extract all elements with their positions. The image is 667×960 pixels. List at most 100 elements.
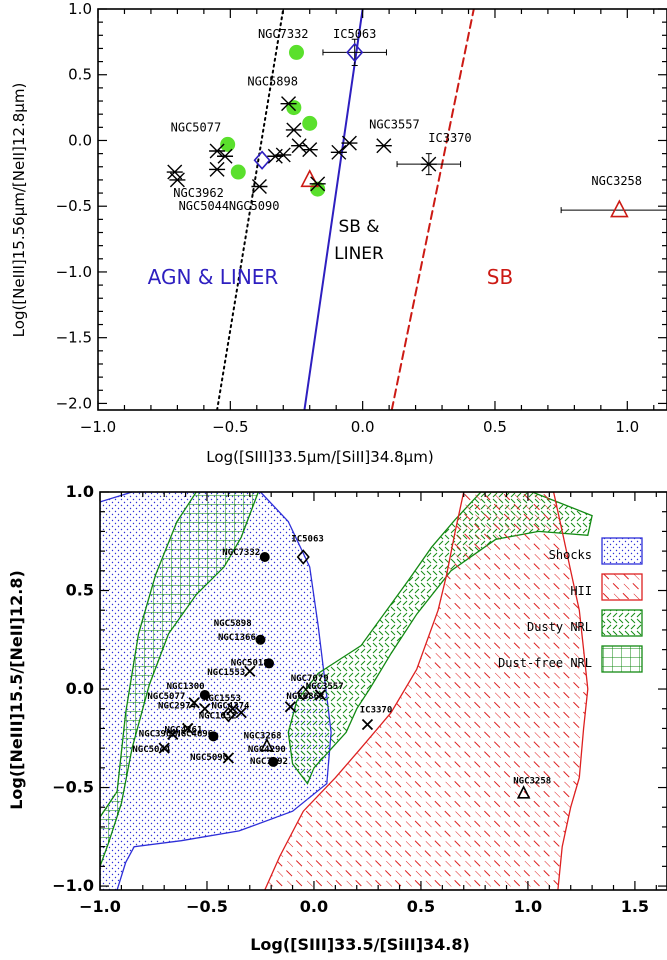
x-tick-label: −0.5 — [212, 418, 248, 436]
plot-frame — [99, 491, 667, 891]
top-region-labels: AGN & LINER SB & LINER SB — [148, 217, 514, 289]
y-tick-label: −1.0 — [52, 876, 94, 895]
x-tick-label: −1.0 — [79, 897, 121, 916]
region-label: LINER — [334, 244, 384, 264]
data-point-asterisk — [375, 138, 392, 154]
plot-frame — [97, 8, 667, 411]
point-label: NGC6868 — [286, 692, 324, 702]
point-label: IC3370 — [360, 706, 393, 716]
point-label: IC3370 — [428, 131, 471, 145]
point-label: NGC3557 — [306, 682, 344, 692]
point-label: NGC7332 — [258, 27, 309, 41]
data-point-asterisk — [291, 138, 308, 154]
data-point-cross — [182, 722, 194, 735]
top-x-axis-label: Log([SIII]33.5μm/[SiII]34.8μm) — [206, 448, 433, 466]
point-label: NGC5090 — [229, 199, 280, 213]
point-label: NGC7332 — [222, 548, 260, 558]
x-tick-label: 0.0 — [300, 897, 328, 916]
y-tick-label: 0.5 — [68, 66, 92, 84]
point-label: IC5063 — [333, 27, 376, 41]
boundary-line-dotted — [216, 9, 285, 410]
boundary-line-solid — [303, 9, 364, 410]
point-label: NGC1553 — [203, 694, 241, 704]
legend-swatch — [601, 573, 643, 601]
top-data-points — [166, 38, 667, 218]
region-label: AGN & LINER — [148, 265, 279, 289]
data-point-asterisk — [275, 147, 292, 163]
point-label: NGC5077 — [147, 692, 185, 702]
data-point-asterisk — [251, 178, 268, 194]
data-point-triangle — [300, 169, 320, 188]
data-point-diamond — [296, 549, 310, 565]
data-point-cross — [222, 752, 235, 764]
point-label: NGC1052 — [199, 712, 237, 722]
data-point-triangle — [610, 199, 629, 218]
data-point-circle — [259, 552, 270, 563]
y-tick-label: −1.0 — [56, 263, 92, 281]
data-point-circle — [268, 756, 279, 767]
y-tick-label: 0.0 — [66, 679, 94, 698]
point-label: NGC3258 — [513, 777, 551, 787]
y-tick-label: −0.5 — [52, 778, 94, 797]
point-label: NGC7192 — [250, 757, 288, 767]
legend-label: Dust-free NRL — [498, 656, 592, 670]
data-point-cross — [235, 707, 247, 719]
data-point-circle — [230, 164, 246, 180]
point-label: NGC5077 — [171, 120, 222, 134]
point-label: NGC5898 — [214, 619, 252, 629]
y-tick-label: −0.5 — [56, 197, 92, 215]
data-point-asterisk — [280, 96, 297, 112]
legend-swatch — [601, 537, 643, 565]
x-tick-label: 1.0 — [615, 418, 639, 436]
bottom-y-axis-label: Log([NeIII]15.5/[NeII]12.8) — [7, 570, 26, 810]
panel-bottom: NGC7332IC5063NGC5898NGC1366NGC5018NGC155… — [7, 482, 667, 954]
point-label: NGC1300 — [167, 682, 205, 692]
point-label: NGC4290 — [248, 745, 286, 755]
top-point-labels: NGC7332 IC5063 NGC5898 NGC3557 NGC5077 IC3370… — [171, 27, 642, 213]
legend-label: Shocks — [549, 548, 592, 562]
top-y-axis-label: Log([NeIII]15.56μm/[NeII]12.8μm) — [10, 83, 28, 338]
data-point-cross — [361, 718, 374, 731]
data-point-asterisk — [267, 148, 284, 164]
bottom-legend: Shocks HII Dusty NRL Dust-free NRL — [498, 537, 643, 673]
data-point-diamond — [346, 42, 364, 63]
data-point-cross — [199, 703, 211, 715]
data-point-cross — [167, 728, 179, 740]
y-tick-label: 1.0 — [66, 482, 94, 501]
point-label: NGC4696 — [175, 729, 213, 739]
data-point-triangle — [260, 737, 274, 752]
point-label: NGC4261 — [164, 725, 202, 735]
data-point-asterisk — [166, 164, 183, 180]
point-label: IC5063 — [291, 534, 324, 544]
data-point-circle — [220, 136, 236, 152]
bottom-x-axis-label: Log([SIII]33.5/[SiII]34.8) — [250, 935, 470, 954]
data-point-asterisk — [420, 156, 437, 172]
point-label: NGC1553 — [207, 668, 245, 678]
y-tick-label: 0.0 — [68, 131, 92, 149]
point-label: NGC1366 — [218, 633, 256, 643]
legend-label: Dusty NRL — [527, 620, 592, 634]
data-point-circle — [302, 115, 318, 131]
point-label: NGC4374 — [212, 702, 251, 712]
point-label: NGC3268 — [244, 731, 282, 741]
x-error-bar — [560, 207, 667, 214]
x-tick-label: 0.5 — [483, 418, 507, 436]
data-point-cross — [314, 689, 327, 701]
legend-label: HII — [570, 584, 592, 598]
data-point-asterisk — [285, 122, 302, 138]
region-label: SB — [487, 265, 513, 289]
top-boundary-lines — [216, 9, 475, 410]
point-label: NGC3962 — [139, 729, 177, 739]
bottom-model-regions — [100, 492, 593, 890]
y-tick-label: 0.5 — [66, 581, 94, 600]
point-label: NGC7079 — [291, 674, 329, 684]
point-label: NGC2974 — [158, 702, 197, 712]
bottom-point-labels: NGC7332IC5063NGC5898NGC1366NGC5018NGC155… — [132, 534, 551, 786]
data-point-asterisk — [330, 144, 347, 160]
top-axes: −1.0 −0.5 0.0 0.5 1.0 −2.0 −1.5 −1.0 −0.5 0.0 0.5 1… — [56, 0, 667, 436]
y-tick-label: 1.0 — [68, 0, 92, 18]
legend-swatch — [601, 645, 643, 673]
data-point-diamond — [253, 150, 271, 170]
point-label: NGC5044 — [132, 745, 171, 755]
